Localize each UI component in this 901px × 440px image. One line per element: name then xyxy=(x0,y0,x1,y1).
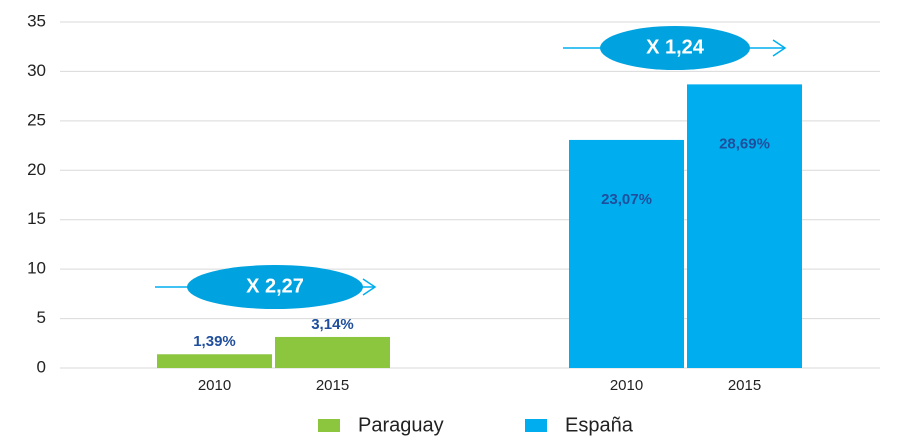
y-tick-label: 5 xyxy=(37,308,46,327)
legend-label: España xyxy=(565,414,634,436)
legend-swatch xyxy=(318,419,340,432)
arrow-head xyxy=(362,278,377,296)
data-label: 3,14% xyxy=(311,316,354,333)
bar xyxy=(275,336,390,368)
y-tick-label: 35 xyxy=(27,11,46,30)
y-tick-label: 15 xyxy=(27,209,46,228)
y-tick-label: 30 xyxy=(27,61,46,80)
y-tick-label: 25 xyxy=(27,110,46,129)
y-tick-label: 10 xyxy=(27,259,46,278)
bar xyxy=(157,354,272,368)
annotation-bubble xyxy=(600,26,750,70)
legend-swatch xyxy=(525,419,547,432)
data-label: 1,39% xyxy=(193,333,236,350)
x-tick-label: 2010 xyxy=(198,377,231,394)
annotation: X 1,24 xyxy=(646,36,705,58)
data-label: 28,69% xyxy=(719,135,770,152)
data-label: 23,07% xyxy=(601,191,652,208)
arrow-head xyxy=(772,39,787,57)
y-tick-label: 0 xyxy=(37,357,46,376)
annotation-bubble xyxy=(187,265,363,309)
annotation: X 2,27 xyxy=(246,275,304,297)
legend-label: Paraguay xyxy=(358,414,444,436)
x-tick-label: 2010 xyxy=(610,377,643,394)
bar xyxy=(687,84,802,369)
x-tick-label: 2015 xyxy=(316,377,349,394)
x-tick-label: 2015 xyxy=(728,377,761,394)
bar xyxy=(569,139,684,368)
y-tick-label: 20 xyxy=(27,160,46,179)
